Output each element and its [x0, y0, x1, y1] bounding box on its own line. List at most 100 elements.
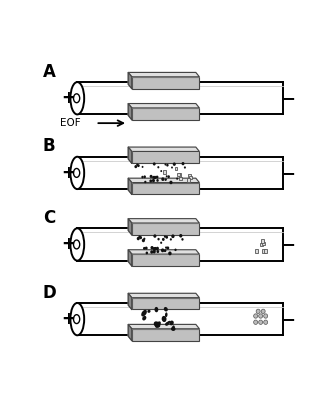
Ellipse shape: [164, 249, 166, 252]
Ellipse shape: [70, 303, 84, 335]
Ellipse shape: [167, 175, 170, 178]
Polygon shape: [128, 72, 132, 88]
Bar: [132, 298, 199, 309]
Ellipse shape: [169, 320, 174, 325]
Polygon shape: [128, 103, 132, 120]
Ellipse shape: [165, 236, 168, 239]
Ellipse shape: [144, 181, 146, 183]
Ellipse shape: [154, 307, 158, 312]
Ellipse shape: [156, 247, 159, 250]
Ellipse shape: [151, 246, 153, 249]
Ellipse shape: [152, 176, 155, 179]
Ellipse shape: [138, 236, 141, 238]
Bar: [260, 243, 263, 246]
Ellipse shape: [70, 228, 84, 261]
Ellipse shape: [141, 166, 143, 168]
Bar: [179, 177, 182, 181]
Ellipse shape: [254, 314, 258, 318]
Ellipse shape: [150, 250, 153, 254]
Ellipse shape: [74, 240, 80, 249]
Ellipse shape: [164, 307, 168, 311]
Polygon shape: [128, 293, 199, 298]
Bar: [187, 178, 190, 182]
Bar: [77, 157, 283, 189]
Ellipse shape: [161, 177, 164, 181]
Ellipse shape: [160, 170, 162, 172]
Bar: [255, 249, 258, 252]
Ellipse shape: [259, 314, 263, 318]
Ellipse shape: [152, 250, 156, 253]
Ellipse shape: [141, 310, 147, 316]
Bar: [77, 228, 283, 261]
Ellipse shape: [154, 321, 160, 328]
Polygon shape: [128, 293, 132, 309]
Text: EOF: EOF: [60, 118, 80, 128]
Ellipse shape: [145, 246, 148, 250]
Ellipse shape: [174, 248, 177, 251]
Bar: [188, 174, 191, 177]
Bar: [132, 77, 199, 88]
Text: +: +: [61, 310, 75, 328]
Ellipse shape: [70, 157, 84, 189]
Ellipse shape: [74, 315, 80, 324]
Ellipse shape: [152, 179, 155, 182]
Bar: [264, 249, 267, 253]
Bar: [132, 223, 199, 235]
Ellipse shape: [142, 239, 145, 242]
Ellipse shape: [261, 309, 265, 314]
Ellipse shape: [264, 314, 268, 318]
Ellipse shape: [153, 234, 156, 238]
Ellipse shape: [165, 312, 168, 317]
Ellipse shape: [154, 247, 157, 250]
Ellipse shape: [164, 250, 166, 252]
Ellipse shape: [259, 320, 263, 324]
Ellipse shape: [164, 164, 166, 166]
Bar: [175, 166, 177, 170]
Ellipse shape: [179, 234, 182, 238]
Ellipse shape: [134, 165, 137, 168]
Ellipse shape: [172, 325, 175, 329]
Ellipse shape: [161, 248, 164, 252]
Text: D: D: [43, 284, 57, 302]
Text: −: −: [281, 236, 295, 253]
Ellipse shape: [165, 322, 169, 326]
Bar: [132, 183, 199, 194]
Ellipse shape: [166, 164, 169, 166]
Ellipse shape: [171, 166, 173, 168]
Bar: [179, 173, 181, 177]
Ellipse shape: [164, 179, 166, 181]
Polygon shape: [128, 219, 132, 235]
Ellipse shape: [162, 238, 165, 241]
Ellipse shape: [176, 177, 178, 180]
Ellipse shape: [264, 320, 268, 324]
Ellipse shape: [173, 162, 176, 166]
Polygon shape: [128, 219, 199, 223]
Ellipse shape: [136, 164, 138, 166]
Ellipse shape: [153, 176, 156, 179]
Ellipse shape: [149, 179, 152, 183]
Ellipse shape: [254, 320, 258, 324]
Ellipse shape: [165, 321, 171, 325]
Ellipse shape: [146, 252, 148, 255]
Ellipse shape: [170, 238, 172, 240]
Ellipse shape: [139, 236, 142, 239]
Ellipse shape: [147, 310, 151, 313]
Ellipse shape: [141, 176, 144, 178]
Ellipse shape: [137, 237, 140, 240]
Bar: [262, 242, 265, 245]
Ellipse shape: [74, 168, 80, 177]
Polygon shape: [128, 178, 132, 194]
Ellipse shape: [156, 176, 159, 179]
Polygon shape: [128, 250, 132, 266]
Ellipse shape: [156, 179, 159, 182]
Text: +: +: [61, 236, 75, 253]
Ellipse shape: [168, 251, 172, 255]
Ellipse shape: [74, 94, 80, 103]
Text: −: −: [281, 310, 295, 328]
Bar: [77, 303, 283, 335]
Bar: [163, 170, 166, 174]
Polygon shape: [128, 324, 132, 341]
Ellipse shape: [162, 316, 166, 322]
Text: A: A: [43, 63, 56, 81]
Ellipse shape: [143, 175, 146, 178]
